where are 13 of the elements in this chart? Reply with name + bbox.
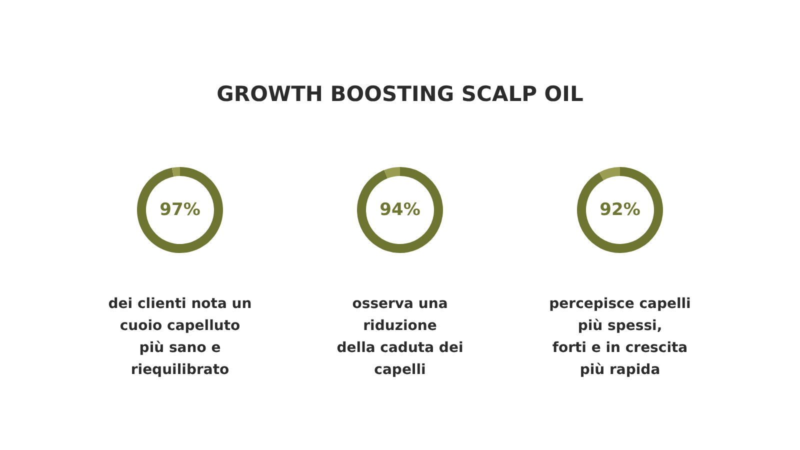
donut-slice (384, 167, 400, 178)
donut-slice (172, 167, 180, 177)
donut-slice (137, 167, 223, 253)
text: GROWTH BOOSTING SCALP OIL (216, 82, 584, 106)
data-label: 92% (600, 200, 640, 220)
text: percepisce capelli più spessi, forti e in crescita più rapida (549, 296, 691, 378)
donut-slice (577, 167, 663, 253)
donut-slice (357, 167, 443, 253)
text: dei clienti nota un cuoio capelluto più sano e riequilibrato (108, 296, 252, 378)
data-label: 94% (380, 200, 420, 220)
donut-slice (599, 167, 620, 180)
data-label: 97% (160, 200, 200, 220)
text: osserva una riduzione della caduta dei capelli (336, 296, 464, 378)
